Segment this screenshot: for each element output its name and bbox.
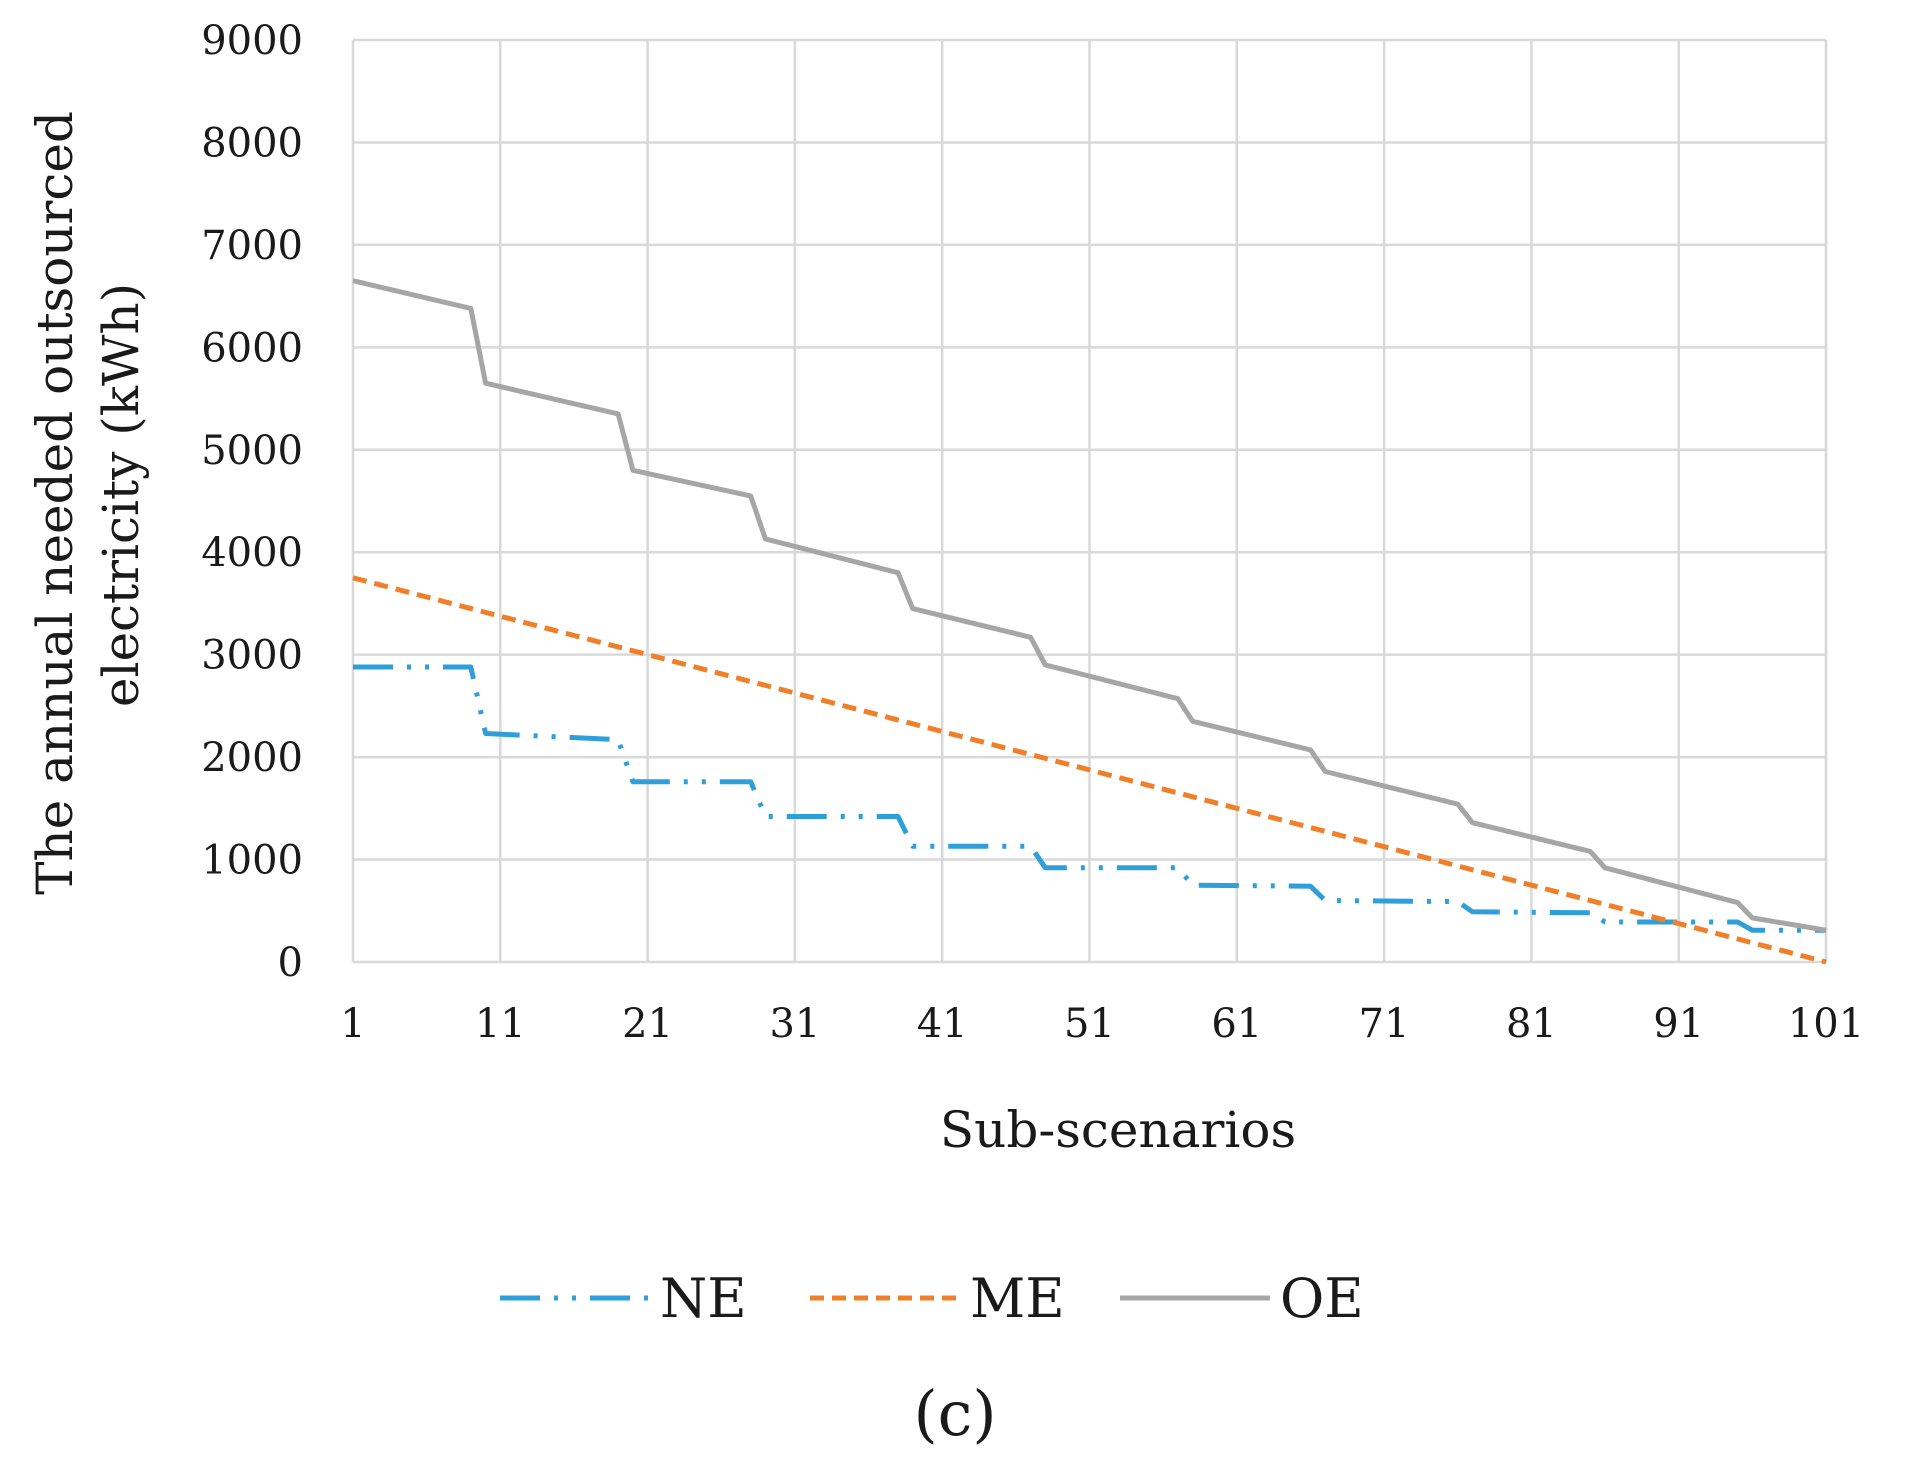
y-tick-label: 6000 [201, 325, 303, 371]
y-tick-label: 1000 [201, 838, 303, 884]
legend[interactable]: NE ME OE [500, 1267, 1364, 1330]
x-tick-label: 41 [917, 1001, 968, 1047]
y-tick-label: 0 [278, 940, 303, 986]
panel-label: (c) [913, 1377, 996, 1450]
x-tick-label: 71 [1359, 1001, 1410, 1047]
series-line-me [352, 575, 1827, 965]
x-tick-label: 61 [1211, 1001, 1262, 1047]
y-tick-label: 4000 [201, 530, 303, 576]
grid [351, 38, 1828, 964]
x-tick-label: 31 [769, 1001, 820, 1047]
x-tick-label: 11 [475, 1001, 526, 1047]
legend-item-oe[interactable]: OE [1120, 1267, 1364, 1330]
legend-item-me[interactable]: ME [810, 1267, 1065, 1330]
x-tick-label: 51 [1064, 1001, 1115, 1047]
series-lines [352, 278, 1827, 965]
legend-label-oe: OE [1280, 1267, 1364, 1330]
x-tick-label: 91 [1653, 1001, 1704, 1047]
x-axis-title: Sub-scenarios [940, 1101, 1296, 1159]
y-axis-title-line2: electricity (kWh) [92, 283, 150, 707]
y-tick-label: 3000 [201, 633, 303, 679]
x-tick-label: 81 [1506, 1001, 1557, 1047]
series-line-oe [352, 278, 1827, 933]
y-tick-label: 2000 [201, 735, 303, 781]
x-tick-label: 101 [1788, 1001, 1864, 1047]
y-tick-label: 7000 [201, 223, 303, 269]
x-tick-label: 21 [622, 1001, 673, 1047]
legend-item-ne[interactable]: NE [500, 1267, 747, 1330]
y-axis-title: The annual needed outsourced electricity… [26, 95, 150, 895]
y-axis-title-line1: The annual needed outsourced [26, 111, 84, 895]
y-tick-label: 9000 [201, 18, 303, 64]
y-tick-label: 5000 [201, 428, 303, 474]
x-tick-label: 1 [340, 1001, 365, 1047]
y-tick-label: 8000 [201, 120, 303, 166]
legend-label-ne: NE [660, 1267, 747, 1330]
legend-label-me: ME [970, 1267, 1065, 1330]
